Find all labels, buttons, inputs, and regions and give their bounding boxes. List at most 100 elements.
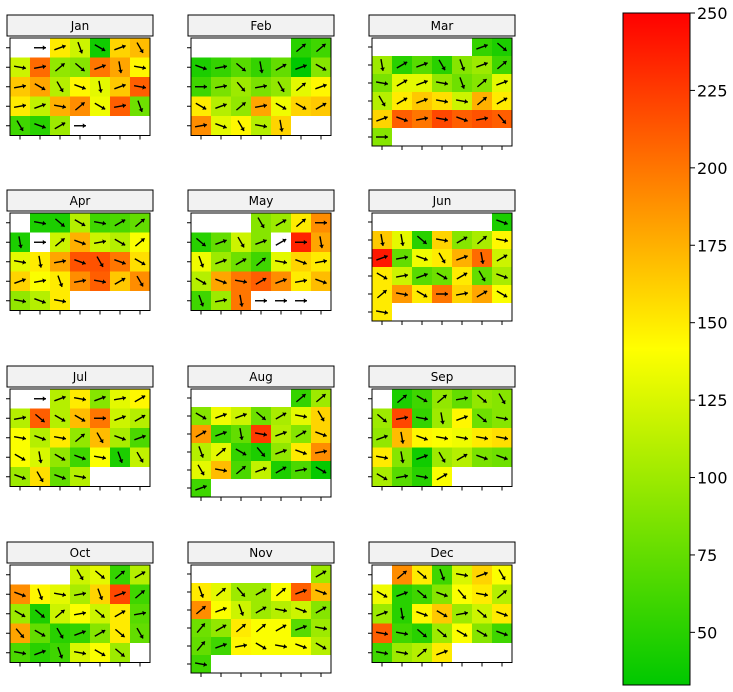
wind-arrow <box>215 103 227 109</box>
month-panel-mar: Mar <box>368 14 516 150</box>
wind-arrow <box>214 468 228 473</box>
wind-arrow <box>275 587 287 597</box>
wind-arrow <box>255 298 267 304</box>
wind-arrow <box>34 123 46 129</box>
wind-arrow <box>456 254 468 261</box>
wind-arrow <box>314 626 328 631</box>
month-title: Jan <box>6 14 154 37</box>
wind-arrow <box>198 446 205 458</box>
wind-arrow <box>114 277 126 285</box>
wind-arrow <box>196 640 206 652</box>
wind-arrow <box>375 455 389 461</box>
wind-arrow <box>134 395 146 403</box>
wind-arrow <box>400 451 405 464</box>
wind-arrow <box>496 42 508 52</box>
wind-arrow <box>195 237 207 247</box>
wind-arrow <box>315 278 327 285</box>
colorbar-tick-label: 225 <box>697 81 728 100</box>
wind-arrow <box>496 454 508 461</box>
month-title-text: Mar <box>431 19 454 33</box>
wind-arrow <box>395 292 409 297</box>
wind-arrow <box>476 290 488 298</box>
wind-arrow <box>496 630 508 637</box>
wind-arrow <box>13 259 27 265</box>
wind-arrow <box>94 570 106 580</box>
wind-arrow <box>496 273 508 280</box>
wind-arrow <box>53 298 67 304</box>
wind-arrow <box>73 610 87 616</box>
wind-arrow <box>498 393 506 405</box>
wind-arrow <box>96 432 104 444</box>
wind-arrow <box>114 219 126 227</box>
wind-arrow <box>295 64 307 70</box>
wind-arrow <box>54 218 66 228</box>
wind-arrow <box>495 435 509 441</box>
wind-arrow <box>455 99 469 104</box>
wind-arrow <box>198 255 205 268</box>
colorbar-tick-label: 75 <box>697 546 717 565</box>
wind-arrow <box>294 278 308 284</box>
wind-arrow <box>376 134 388 140</box>
wind-arrow <box>53 592 67 598</box>
wind-arrow <box>274 644 288 649</box>
wind-arrow <box>375 310 389 315</box>
wind-arrow <box>459 59 466 71</box>
wind-arrow <box>496 60 508 70</box>
wind-arrow <box>238 604 245 616</box>
wind-arrow <box>94 609 106 619</box>
wind-arrow <box>14 610 26 618</box>
wind-arrow <box>239 294 244 307</box>
wind-arrow <box>195 64 207 71</box>
wind-arrow <box>459 77 466 89</box>
wind-arrow <box>295 588 307 595</box>
wind-arrow <box>275 448 287 455</box>
wind-arrow <box>136 275 144 287</box>
wind-arrow <box>275 298 287 304</box>
month-title-text: Dec <box>430 546 453 560</box>
wind-arrow <box>275 102 287 110</box>
colorbar-tick-label: 150 <box>697 314 728 333</box>
wind-arrow <box>476 78 488 88</box>
colorbar-gradient <box>622 12 691 686</box>
wind-arrow <box>436 291 448 297</box>
wind-arrow <box>54 609 66 619</box>
wind-arrow <box>476 609 488 619</box>
wind-arrow <box>255 466 267 473</box>
wind-arrow <box>416 395 428 403</box>
wind-arrow <box>416 454 428 460</box>
wind-arrow <box>295 430 307 438</box>
wind-arrow <box>295 259 307 265</box>
wind-arrow <box>254 83 268 89</box>
month-panel-dec: Dec <box>368 541 516 667</box>
wind-arrow <box>255 606 267 614</box>
wind-arrow <box>496 79 508 86</box>
wind-arrow <box>476 235 488 245</box>
wind-arrow <box>93 279 107 285</box>
wind-arrow <box>315 83 327 90</box>
wind-arrow <box>255 239 267 245</box>
wind-arrow <box>416 235 428 245</box>
wind-arrow <box>74 433 86 443</box>
wind-arrow <box>198 294 205 307</box>
colorbar-tick-label: 125 <box>697 391 728 410</box>
wind-arrow <box>113 395 127 401</box>
wind-arrow <box>455 395 469 401</box>
wind-arrow <box>13 435 27 441</box>
wind-arrow <box>396 97 408 105</box>
wind-arrow <box>234 279 248 285</box>
wind-arrow <box>114 648 126 658</box>
wind-arrow <box>38 451 43 464</box>
wind-arrow <box>134 258 146 266</box>
month-title-text: Jun <box>432 194 452 208</box>
wind-arrow <box>295 43 307 53</box>
wind-arrow <box>376 254 388 261</box>
wind-arrow <box>74 219 86 227</box>
wind-arrow <box>94 102 106 110</box>
wind-arrow <box>117 451 124 464</box>
month-title-text: Aug <box>249 370 272 384</box>
wind-arrow <box>97 588 104 601</box>
wind-arrow <box>319 236 324 249</box>
month-title: Mar <box>368 14 516 37</box>
wind-arrow <box>475 592 489 598</box>
wind-arrow <box>73 591 87 597</box>
